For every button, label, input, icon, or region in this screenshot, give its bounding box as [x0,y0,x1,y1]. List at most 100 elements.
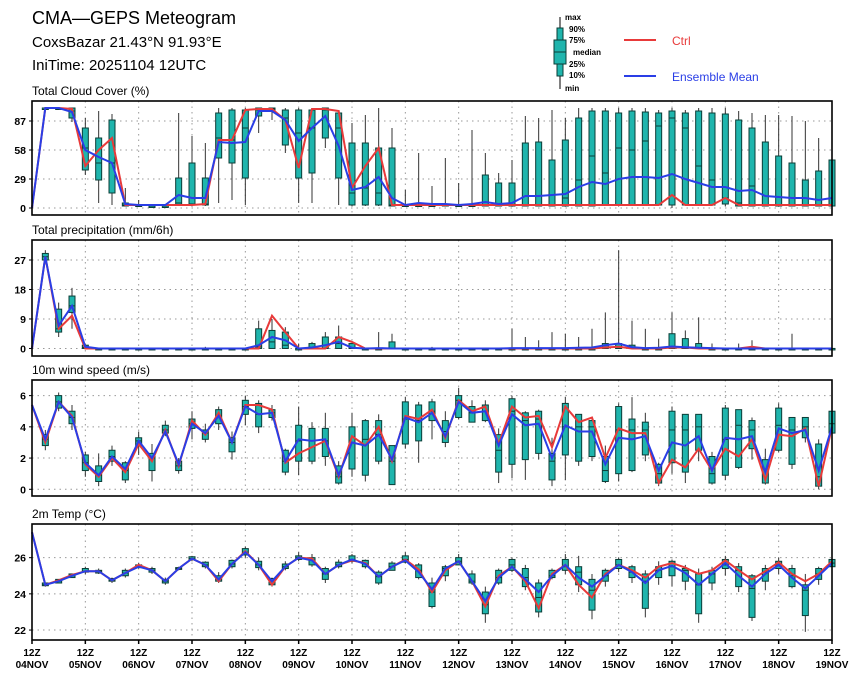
legend-p10: 10% [569,71,585,80]
box-whisker [508,557,516,573]
x-tick-day: 04NOV [16,660,49,671]
box-whisker [108,114,116,205]
y-tick-label: 6 [20,391,26,403]
box-whisker [415,401,423,463]
y-tick-label: 9 [20,314,26,326]
legend: max 90% 75% median 25% 10% min Ctrl Ense… [553,13,759,93]
x-tick-day: 19NOV [816,660,849,671]
box-whisker [815,138,823,207]
iqr-box [801,584,809,617]
panel-title: 2m Temp (°C) [32,507,106,521]
box-whisker [561,118,569,207]
iqr-box [241,109,249,179]
iqr-box [561,402,569,456]
iqr-box [655,112,663,206]
x-tick-day: 16NOV [656,660,689,671]
ensemble-mean-line [31,107,833,209]
iqr-box [428,582,436,608]
x-tick-hour: 12Z [717,648,734,659]
legend-min: min [565,84,579,93]
iqr-box [495,434,503,473]
x-tick-day: 12NOV [442,660,475,671]
x-tick-hour: 12Z [450,648,467,659]
panel-frame [31,379,833,497]
x-tick-hour: 12Z [183,648,200,659]
box-whisker [681,110,689,206]
box-whisker [361,419,369,482]
box-whisker [748,113,756,207]
iqr-box [575,413,583,462]
box-whisker [241,108,249,205]
iqr-box [615,112,623,206]
iqr-box [495,182,503,207]
iqr-box [548,452,556,481]
box-whisker [535,579,543,618]
legend-boxplot-icon [553,17,567,89]
x-tick-hour: 12Z [130,648,147,659]
iqr-box [735,119,743,207]
x-tick-day: 10NOV [336,660,369,671]
x-tick-day: 05NOV [69,660,102,671]
x-tick-hour: 12Z [503,648,520,659]
y-tick-label: 22 [14,625,26,637]
panel-3: 2m Temp (°C) 22 24 26 [14,507,836,641]
box-whisker [775,115,783,207]
x-tick-hour: 12Z [610,648,627,659]
iqr-box [628,418,636,472]
iqr-box [775,155,783,207]
chart-title: CMA—GEPS Meteogram [32,8,236,28]
x-tick-day: 17NOV [709,660,742,671]
x-tick-day: 07NOV [176,660,209,671]
box-whisker [721,404,729,480]
iqr-box [748,127,756,207]
y-tick-label: 24 [14,589,26,601]
box-whisker [788,116,796,207]
iqr-box [641,573,649,609]
box-whisker [495,428,503,484]
box-whisker [708,108,716,206]
iqr-box [748,420,756,450]
box-whisker [521,411,529,480]
box-whisker [321,107,329,148]
box-whisker [188,136,196,206]
iqr-box [695,413,703,451]
legend-p90: 90% [569,25,585,34]
panel-title: Total precipitation (mm/6h) [32,223,173,237]
iqr-box [308,427,316,462]
x-tick-day: 09NOV [282,660,315,671]
box-whisker [575,108,583,207]
box-whisker [681,330,689,349]
iqr-box [801,179,809,207]
box-whisker [628,108,636,206]
box-whisker [175,113,183,206]
box-whisker [628,320,636,349]
box-whisker [695,568,703,623]
legend-p75: 75% [569,36,585,45]
iqr-box [548,159,556,207]
panel-frame [31,100,833,216]
iqr-box [615,406,623,475]
panel-frame [31,523,833,641]
box-whisker [615,250,623,349]
ensemble-mean-line [31,532,833,604]
panel-0: Total Cloud Cover (%) 0 29 58 87 [14,84,836,216]
box-whisker [348,123,356,206]
panel-frame [31,239,833,357]
box-whisker [481,153,489,207]
iqr-box [681,112,689,206]
x-tick-hour: 12Z [23,648,40,659]
box-whisker [641,108,649,206]
ensemble-mean-line [31,256,832,350]
iqr-box [175,177,183,206]
x-tick-hour: 12Z [557,648,574,659]
box-whisker [428,398,436,440]
iqr-box [561,139,569,207]
box-whisker [748,573,756,621]
box-whisker [695,317,703,349]
y-tick-label: 18 [14,284,26,296]
y-tick-label: 58 [14,145,26,157]
x-tick-hour: 12Z [770,648,787,659]
box-whisker [641,328,649,351]
y-tick-label: 4 [20,422,26,434]
